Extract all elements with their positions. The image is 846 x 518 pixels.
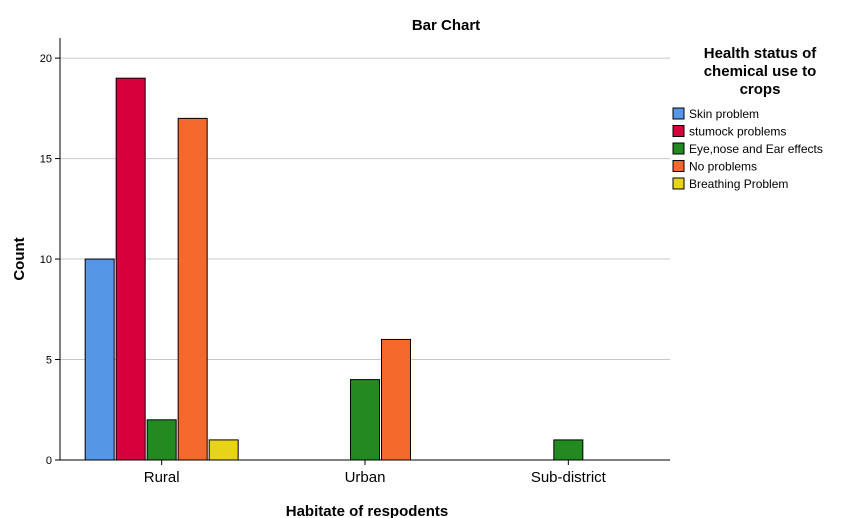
legend-swatch — [672, 142, 685, 155]
legend-label: Breathing Problem — [689, 177, 788, 191]
bar-rural-3 — [146, 419, 177, 461]
bar-rural-2 — [115, 77, 146, 461]
x-tick-label: Rural — [144, 469, 180, 486]
legend-swatch — [672, 125, 685, 137]
legend-label: stumock problems — [689, 125, 786, 139]
bar-rural-5 — [208, 439, 239, 461]
bar-urban-4 — [381, 338, 411, 461]
x-tick-label: Urban — [345, 469, 386, 486]
x-axis-title: Habitate of respodents — [286, 503, 449, 518]
chart-title: Bar Chart — [412, 17, 480, 34]
legend-title-line-2: chemical use to — [704, 63, 817, 80]
bar-urban-3 — [350, 379, 380, 461]
legend-swatch — [672, 177, 685, 190]
y-tick-label: 15 — [40, 154, 52, 166]
legend-label: No problems — [689, 160, 757, 174]
bar-rural-1 — [84, 258, 115, 461]
bar-sub-district-3 — [553, 439, 584, 461]
y-tick-label: 20 — [40, 53, 52, 65]
bars — [84, 77, 584, 461]
legend-swatch — [672, 160, 685, 172]
legend-title-line-3: crops — [740, 81, 781, 98]
x-tick-labels: Rural Urban Sub-district — [144, 460, 607, 486]
y-tick-label: 5 — [46, 355, 52, 367]
y-tick-label: 10 — [40, 254, 52, 266]
y-tick-label: 0 — [46, 455, 52, 467]
legend-label: Skin problem — [689, 107, 759, 121]
legend-items: Skin problem stumock problems Eye,nose and… — [672, 107, 823, 191]
y-axis-title: Count — [11, 237, 28, 280]
bar-rural-4 — [177, 117, 208, 461]
y-tick-labels: 0 5 10 15 20 — [40, 53, 60, 467]
legend-label: Eye,nose and Ear effects — [689, 142, 823, 156]
legend-swatch — [672, 107, 685, 120]
x-tick-label: Sub-district — [531, 469, 607, 486]
gridlines — [60, 57, 670, 361]
legend-title-line-1: Health status of — [704, 45, 818, 62]
legend: Health status of chemical use to crops S… — [672, 45, 823, 191]
